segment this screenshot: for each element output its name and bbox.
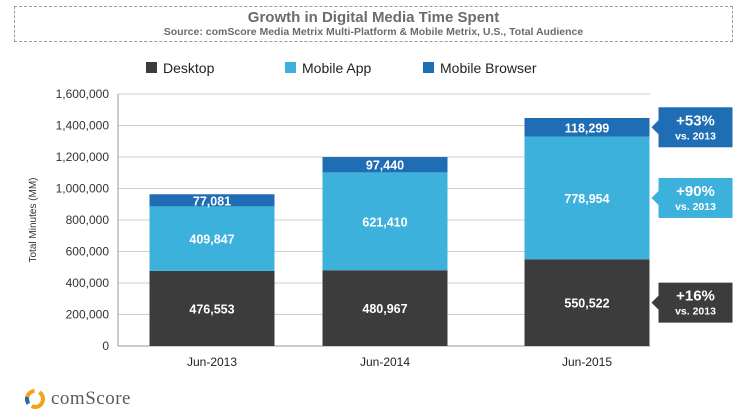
callout-note: vs. 2013 <box>675 130 716 142</box>
comscore-logo-icon <box>25 389 45 409</box>
bar-segment <box>322 270 448 346</box>
x-tick-label: Jun-2013 <box>187 355 237 369</box>
bar-value-label: 118,299 <box>565 121 610 135</box>
bar-value-label: 97,440 <box>366 159 404 173</box>
x-tick-label: Jun-2014 <box>360 355 410 369</box>
callout-pointer <box>651 120 659 135</box>
y-tick-label: 800,000 <box>66 213 110 227</box>
bar-segment <box>524 117 650 137</box>
bar-segment <box>524 136 650 260</box>
callout-box <box>658 107 733 148</box>
bar-value-label: 476,553 <box>189 302 234 316</box>
bar-segment <box>322 157 448 173</box>
bar-segment <box>149 194 275 207</box>
chart-title-box: Growth in Digital Media Time Spent Sourc… <box>14 6 733 42</box>
callout-percent: +90% <box>676 183 715 200</box>
chart-subtitle: Source: comScore Media Metrix Multi-Plat… <box>163 26 584 38</box>
callout-note: vs. 2013 <box>675 306 716 318</box>
callout-box <box>658 282 733 323</box>
bar-value-label: 550,522 <box>564 297 609 311</box>
x-tick-label: Jun-2015 <box>562 355 612 369</box>
legend-label: Mobile App <box>302 60 371 76</box>
callout-note: vs. 2013 <box>675 201 716 213</box>
bar-segment <box>149 270 275 346</box>
y-axis-label: Total Minutes (MM) <box>28 177 39 262</box>
legend-label: Desktop <box>163 60 215 76</box>
bar-value-label: 480,967 <box>362 302 407 316</box>
bar-segment <box>524 259 650 346</box>
y-tick-label: 1,000,000 <box>56 182 110 196</box>
y-tick-label: 200,000 <box>66 308 110 322</box>
callout-percent: +53% <box>676 112 715 129</box>
y-tick-label: 1,200,000 <box>56 150 110 164</box>
callout-pointer <box>651 190 659 205</box>
bar-value-label: 621,410 <box>362 215 407 229</box>
callout-pointer <box>651 295 659 310</box>
bar-segment <box>149 206 275 271</box>
bar-value-label: 77,081 <box>193 194 231 208</box>
bar-value-label: 778,954 <box>564 192 609 206</box>
y-tick-label: 1,400,000 <box>56 119 110 133</box>
y-tick-label: 1,600,000 <box>56 87 110 101</box>
y-tick-label: 600,000 <box>66 245 110 259</box>
callout-percent: +16% <box>676 288 715 305</box>
legend-swatch <box>423 62 434 73</box>
y-tick-label: 0 <box>102 339 109 353</box>
bar-segment <box>322 172 448 271</box>
legend-swatch <box>285 62 296 73</box>
legend-label: Mobile Browser <box>440 60 537 76</box>
callout-box <box>658 177 733 218</box>
legend-swatch <box>146 62 157 73</box>
chart-title: Growth in Digital Media Time Spent <box>247 9 500 26</box>
comscore-logo-text: comScore <box>51 388 131 409</box>
y-tick-label: 400,000 <box>66 276 110 290</box>
comscore-logo: comScore <box>24 386 131 412</box>
bar-value-label: 409,847 <box>189 233 234 247</box>
